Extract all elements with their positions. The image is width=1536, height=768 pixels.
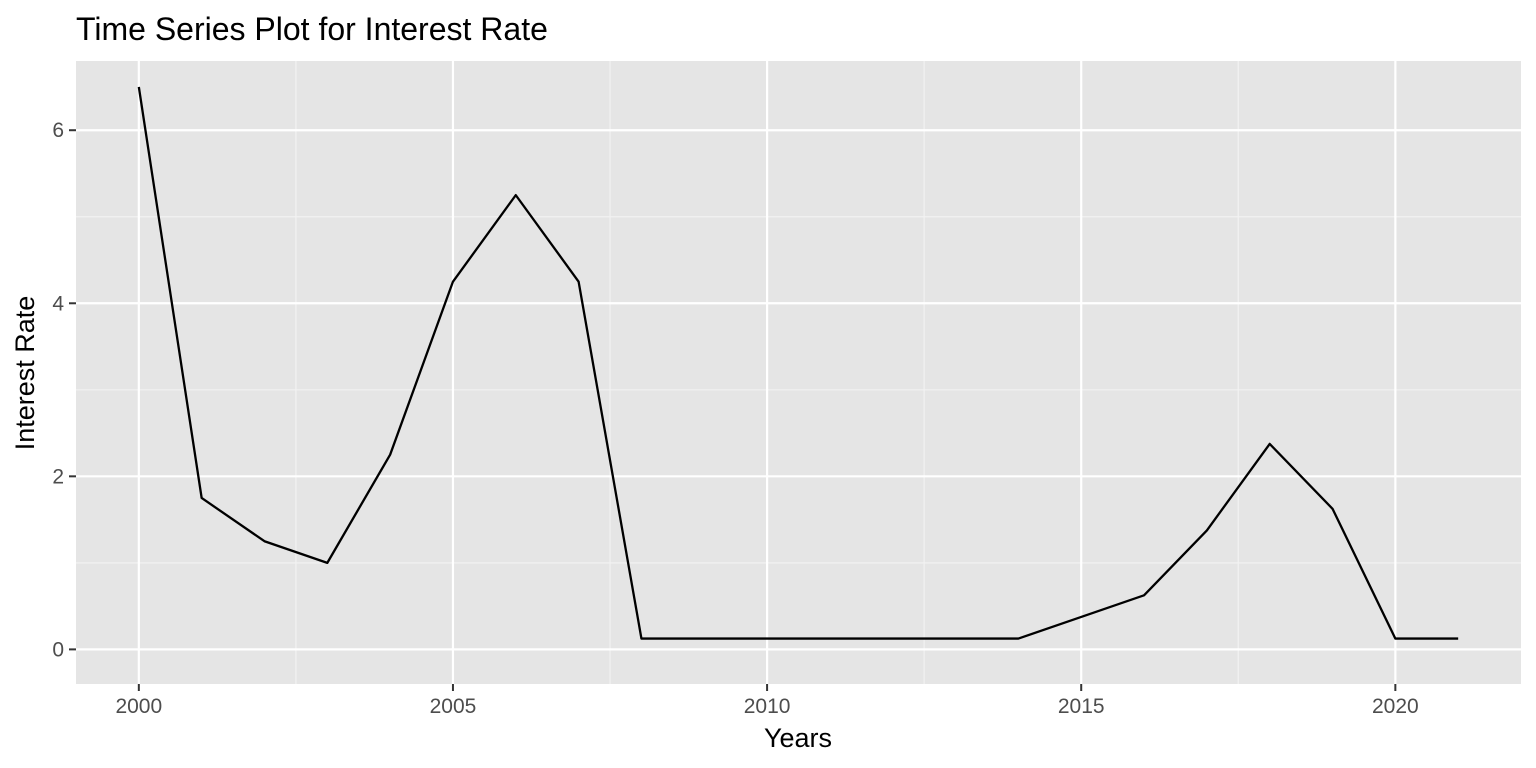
- data-point: [1206, 529, 1208, 531]
- data-point: [577, 280, 579, 282]
- y-tick-label: 0: [52, 638, 64, 661]
- series-layer: [137, 86, 1459, 640]
- plot-panel: [76, 61, 1521, 684]
- x-axis: 2000 2005 2010 2015 2020: [115, 684, 1419, 718]
- x-tick-label: 2020: [1372, 695, 1419, 718]
- data-point: [703, 637, 705, 639]
- data-point: [1331, 508, 1333, 510]
- data-point: [263, 540, 265, 542]
- data-point: [138, 86, 140, 88]
- data-point: [1143, 594, 1145, 596]
- y-axis: 0 2 4 6: [52, 119, 76, 661]
- x-tick-label: 2005: [430, 695, 477, 718]
- series-line: [137, 86, 1459, 640]
- x-tick-label: 2015: [1058, 695, 1105, 718]
- y-tick-label: 6: [52, 119, 64, 142]
- data-point: [1457, 637, 1459, 639]
- data-point: [389, 454, 391, 456]
- data-point: [1017, 637, 1019, 639]
- chart-title: Time Series Plot for Interest Rate: [76, 11, 548, 47]
- y-tick-label: 2: [52, 465, 64, 488]
- data-point: [326, 562, 328, 564]
- data-point: [954, 637, 956, 639]
- data-point: [829, 637, 831, 639]
- y-axis-title: Interest Rate: [10, 296, 40, 451]
- data-point: [1080, 616, 1082, 618]
- data-point: [1394, 637, 1396, 639]
- minor-gridlines: [76, 61, 1521, 684]
- data-point: [766, 637, 768, 639]
- data-point: [640, 637, 642, 639]
- y-tick-label: 4: [52, 292, 64, 315]
- major-gridlines: [76, 61, 1521, 684]
- data-point: [452, 280, 454, 282]
- x-tick-label: 2000: [115, 695, 162, 718]
- data-point: [515, 194, 517, 196]
- data-point: [892, 637, 894, 639]
- data-point: [200, 497, 202, 499]
- x-axis-title: Years: [764, 723, 832, 753]
- data-point: [1268, 443, 1270, 445]
- x-tick-label: 2010: [744, 695, 791, 718]
